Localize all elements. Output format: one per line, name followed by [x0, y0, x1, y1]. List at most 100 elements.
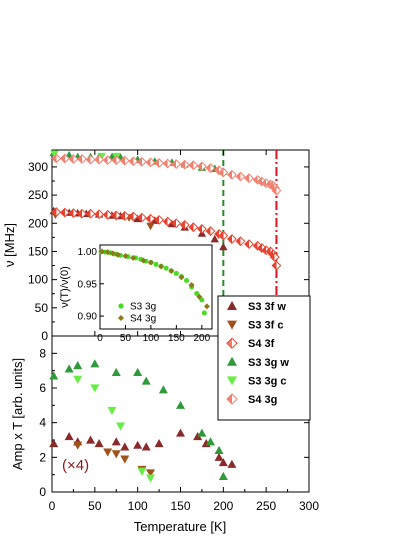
data-point-s4-3f	[94, 209, 105, 220]
data-point-s4-3f	[137, 212, 147, 223]
data-point-s4-3g	[145, 157, 156, 168]
data-point-s4-3g	[226, 169, 237, 180]
inset-y-axis-label: ν(T)/ν(0)	[59, 266, 71, 308]
y-tick-label: 8	[39, 346, 46, 360]
y-tick-label: 200	[28, 216, 48, 230]
data-point-s4-3f	[162, 216, 173, 227]
data-point-s3-3f-w	[176, 428, 185, 437]
inset-legend: S3 3g S4 3g	[118, 302, 156, 325]
x-tick-label: 300	[299, 499, 319, 513]
data-point-inset-s3-3g	[153, 261, 159, 267]
y-tick-label: 0	[41, 329, 48, 343]
data-point-s4-3f	[119, 211, 130, 221]
data-point-s3-3f-w	[86, 435, 96, 444]
data-point-s4-3g	[51, 153, 62, 164]
data-point-s4-3f	[269, 252, 280, 262]
data-point-s3-3f-w	[219, 242, 228, 251]
inset-x-tick-label: 150	[168, 333, 185, 344]
top-y-axis-label: ν [MHz]	[2, 223, 17, 267]
data-point-s3-3g-c	[137, 467, 147, 476]
data-point-s4-3g	[154, 158, 164, 168]
y-tick-label: 100	[28, 273, 48, 287]
inset-data-marks	[98, 248, 210, 316]
data-point-s4-3f	[154, 214, 164, 225]
bottom-panel: 0 2 4 6 8 0 50 100 150 200 250 300 (×4) Amp x T [a…	[10, 335, 319, 534]
data-point-s3-3f-w	[120, 442, 130, 451]
data-point-s3-3g-w	[176, 400, 185, 409]
data-point-s3-3f-w	[49, 438, 59, 448]
inset-legend-marker-s4	[118, 315, 124, 321]
data-point-legend-s3-3g-w	[227, 356, 237, 366]
inset-x-tick-label: 50	[120, 333, 132, 344]
legend-label: S4 3g	[248, 394, 277, 406]
data-point-s3-3g-w	[90, 359, 100, 368]
data-point-inset-s3-3g	[173, 270, 179, 276]
x-tick-label: 50	[88, 499, 102, 513]
data-point-s4-3f	[77, 208, 87, 219]
data-point-s3-3g-w	[158, 385, 168, 394]
y-tick-label: 300	[28, 160, 48, 174]
data-point-inset-s4-3g	[178, 274, 185, 281]
x-axis-label: Temperature [K]	[134, 519, 227, 534]
inset-legend-label-s3: S3 3g	[130, 302, 156, 313]
legend: S3 3f w S3 3f c S4 3f S3 3g w S3 3g c S4 3g	[217, 295, 311, 421]
data-point-s4-3g	[111, 155, 122, 166]
data-point-s4-3g	[85, 154, 96, 165]
data-point-s3-3g-w	[197, 428, 207, 437]
data-point-inset-s4-3g	[203, 303, 210, 310]
data-point-s4-3f	[226, 234, 237, 244]
inset-y-tick-label: 0.95	[78, 279, 98, 290]
data-point-s4-3f	[128, 211, 139, 222]
legend-label: S4 3f	[248, 338, 275, 350]
inset-chart: 0.90 0.95 1.00 0 50 100 150 200 ν(T)/ν(0) S3 3…	[59, 244, 213, 344]
data-point-s4-3g	[235, 171, 246, 182]
y-tick-label: 50	[35, 301, 49, 315]
data-point-s3-3g-w	[73, 360, 83, 370]
data-point-s3-3f-w	[218, 458, 228, 467]
inset-y-tick-label: 1.00	[78, 247, 98, 258]
x-tick-label: 100	[128, 499, 148, 513]
data-point-s4-3g	[179, 159, 190, 170]
inset-x-tick-label: 0	[97, 333, 103, 344]
inset-x-tick-label: 200	[193, 333, 210, 344]
y-tick-label: 4	[39, 416, 46, 430]
top-y-ticks: 0 50 100 150 200 250 300	[28, 152, 309, 343]
y-tick-label: 6	[39, 381, 46, 395]
data-point-s4-3g	[244, 173, 254, 184]
data-point-s4-3f	[218, 230, 229, 241]
data-point-inset-s4-3g	[99, 248, 106, 255]
data-point-s4-3g	[197, 161, 207, 172]
data-point-inset-s4-3g	[130, 254, 137, 261]
y-tick-label: 250	[28, 188, 48, 202]
data-point-s4-3f	[244, 239, 254, 250]
x-tick-label: 150	[170, 499, 190, 513]
x-tick-label: 200	[213, 499, 233, 513]
data-point-s3-3g-c	[107, 406, 117, 416]
y-tick-label: 2	[39, 450, 46, 464]
data-point-s3-3f-w	[141, 442, 151, 451]
data-point-s4-3f	[68, 208, 79, 219]
data-point-s4-3f	[145, 213, 156, 224]
data-point-inset-s4-3g	[122, 252, 129, 259]
data-point-s3-3f-w	[227, 459, 237, 468]
data-point-inset-s4-3g	[196, 293, 203, 300]
bottom-y-axis-label: Amp x T [arb. units]	[10, 358, 25, 470]
data-point-s4-3f	[256, 243, 267, 253]
data-point-s3-3f-c	[120, 455, 130, 464]
data-point-s3-3g-w	[141, 376, 151, 385]
top-data-marks	[49, 148, 282, 271]
data-point-s3-3f-w	[64, 432, 74, 441]
data-point-s3-3g-w	[111, 367, 121, 376]
data-point-inset-s4-3g	[168, 267, 175, 274]
inset-y-tick-label: 0.90	[78, 312, 98, 323]
data-point-s3-3f-c	[146, 469, 156, 478]
bottom-x-ticks: 0 50 100 150 200 250 300	[49, 487, 319, 513]
data-point-s4-3f	[179, 220, 190, 230]
data-point-s4-3g	[188, 160, 199, 171]
data-point-s4-3f	[59, 207, 70, 218]
data-point-s3-3f-c	[146, 222, 155, 231]
data-point-legend-s3-3f-w	[227, 301, 237, 310]
legend-label: S3 3g w	[248, 357, 289, 369]
data-point-s4-3g	[68, 154, 79, 164]
data-point-s3-3g-c	[146, 474, 156, 483]
